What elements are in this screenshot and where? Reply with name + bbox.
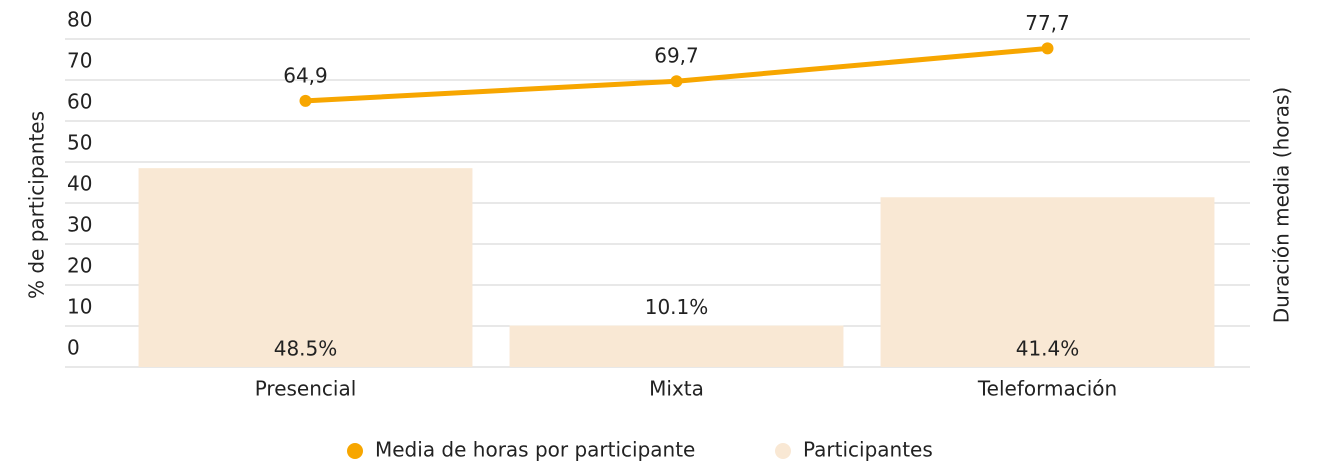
y-tick-label: 60 bbox=[67, 90, 92, 114]
bar-value-label: 48.5% bbox=[274, 337, 338, 361]
legend-label: Media de horas por participante bbox=[375, 438, 695, 462]
y-tick-label: 70 bbox=[67, 49, 92, 73]
line-value-label: 69,7 bbox=[654, 44, 699, 68]
bar bbox=[138, 168, 473, 367]
y-tick-label: 40 bbox=[67, 172, 92, 196]
y-tick-label: 10 bbox=[67, 295, 92, 319]
line-value-label: 77,7 bbox=[1025, 11, 1070, 35]
y-tick-label: 20 bbox=[67, 254, 92, 278]
bar-value-label: 41.4% bbox=[1016, 337, 1080, 361]
legend-label: Participantes bbox=[803, 438, 933, 462]
bar bbox=[509, 325, 844, 367]
line-point bbox=[299, 94, 312, 107]
line-value-label: 64,9 bbox=[283, 63, 328, 87]
y-axis-title: % de participantes bbox=[25, 111, 49, 299]
legend-marker bbox=[775, 443, 791, 459]
bar bbox=[880, 197, 1215, 367]
x-tick-label: Teleformación bbox=[977, 377, 1117, 401]
line-point bbox=[1041, 42, 1054, 55]
x-tick-label: Mixta bbox=[649, 377, 704, 401]
y-tick-label: 30 bbox=[67, 213, 92, 237]
y-tick-label: 0 bbox=[67, 336, 80, 360]
x-tick-label: Presencial bbox=[255, 377, 357, 401]
y-tick-label: 80 bbox=[67, 8, 92, 32]
line-point bbox=[670, 75, 683, 88]
legend-marker bbox=[347, 443, 363, 459]
y2-axis-title: Duración media (horas) bbox=[1270, 87, 1294, 323]
bar-value-label: 10.1% bbox=[645, 295, 709, 319]
y-tick-label: 50 bbox=[67, 131, 92, 155]
